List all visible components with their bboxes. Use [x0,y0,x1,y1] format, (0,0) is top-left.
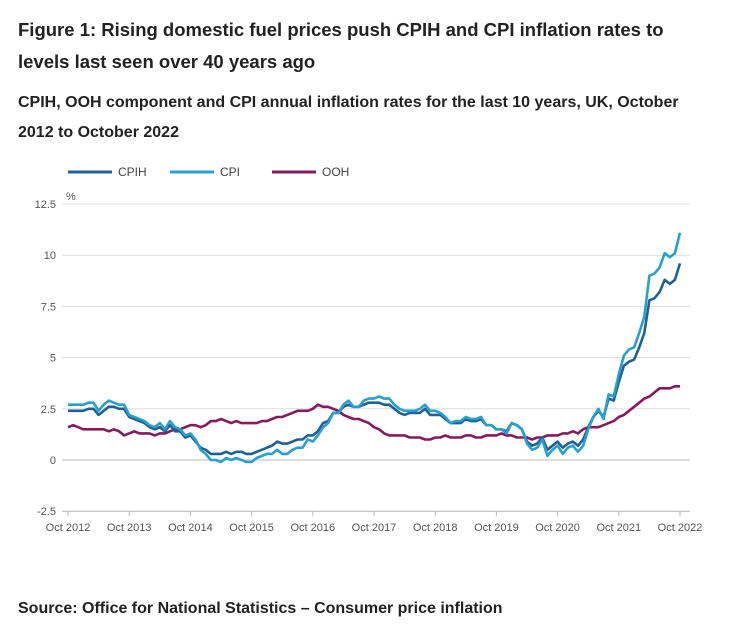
y-tick-label: 5 [50,353,56,365]
x-tick-label: Oct 2014 [168,522,213,534]
y-tick-label: 2.5 [41,404,56,416]
x-tick-label: Oct 2012 [46,522,91,534]
legend-label: CPI [220,165,240,179]
series-line-cpi [68,232,682,464]
series-line-ooh [67,385,680,441]
x-tick-label: Oct 2021 [596,522,641,534]
y-tick-label: -2.5 [37,506,56,518]
y-axis-unit: % [66,191,76,203]
legend-label: OOH [322,165,349,179]
legend-item-ooh: OOH [272,165,349,179]
y-tick-label: 10 [44,250,56,262]
chart-title: Figure 1: Rising domestic fuel prices pu… [18,19,664,72]
x-tick-label: Oct 2018 [413,522,458,534]
x-tick-label: Oct 2019 [474,522,519,534]
y-tick-label: 7.5 [41,301,56,313]
x-tick-label: Oct 2016 [290,522,335,534]
legend-label: CPIH [118,165,147,179]
legend-item-cpi: CPI [170,165,240,179]
x-tick-label: Oct 2015 [229,522,274,534]
y-tick-label: 0 [50,455,56,467]
x-tick-label: Oct 2020 [535,522,580,534]
x-tick-label: Oct 2013 [107,522,152,534]
chart-subtitle: CPIH, OOH component and CPI annual infla… [18,94,679,141]
x-tick-label: Oct 2022 [658,522,703,534]
series-line-cpih [68,263,682,456]
x-tick-label: Oct 2017 [352,522,397,534]
legend-item-cpih: CPIH [68,165,147,179]
source-note: Source: Office for National Statistics –… [18,600,503,617]
y-tick-label: 12.5 [35,199,56,211]
